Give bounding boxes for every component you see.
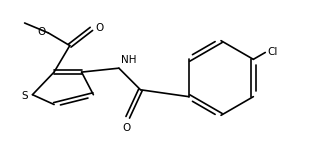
Text: NH: NH <box>121 55 136 65</box>
Text: Cl: Cl <box>267 47 278 58</box>
Text: O: O <box>95 23 103 33</box>
Text: O: O <box>37 27 45 37</box>
Text: O: O <box>123 123 131 133</box>
Text: S: S <box>21 91 28 101</box>
